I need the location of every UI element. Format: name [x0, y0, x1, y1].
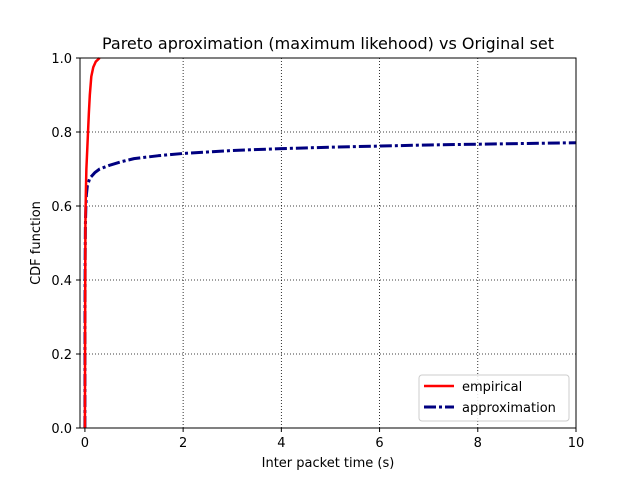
- y-axis-label: CDF function: [29, 201, 44, 285]
- y-tick-label: 1.0: [51, 52, 72, 67]
- legend-label-approximation: approximation: [462, 401, 556, 416]
- chart-title: Pareto aproximation (maximum likehood) v…: [102, 34, 554, 53]
- x-ticks: 0 2 4 6 8 10: [81, 428, 585, 451]
- y-tick-label: 0.4: [51, 274, 72, 289]
- y-tick-label: 0.2: [51, 348, 72, 363]
- series-line-empirical: [83, 57, 101, 429]
- x-tick-label: 6: [375, 436, 383, 451]
- y-tick-label: 0.6: [51, 200, 72, 215]
- x-tick-label: 8: [474, 436, 482, 451]
- legend-box: [418, 374, 570, 422]
- x-tick-label: 10: [568, 436, 585, 451]
- legend-label-empirical: empirical: [462, 380, 522, 395]
- x-axis-label: Inter packet time (s): [262, 456, 395, 471]
- x-tick-label: 2: [179, 436, 187, 451]
- y-ticks: 0.0 0.2 0.4 0.6 0.8 1.0: [51, 52, 80, 437]
- legend: empirical approximation: [418, 374, 570, 422]
- x-tick-label: 0: [81, 436, 89, 451]
- axes-frame: [79, 57, 577, 429]
- plot-lines: [83, 57, 577, 429]
- y-tick-label: 0.0: [51, 422, 72, 437]
- x-tick-label: 4: [277, 436, 285, 451]
- y-tick-label: 0.8: [51, 126, 72, 141]
